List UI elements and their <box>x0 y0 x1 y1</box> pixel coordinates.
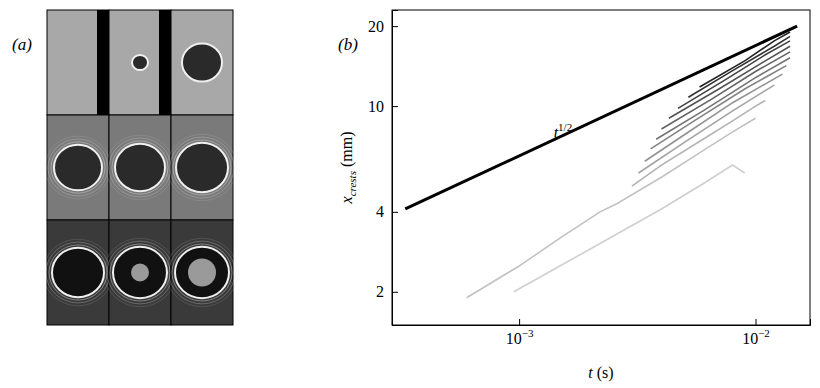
image-cell <box>171 10 233 115</box>
image-panel <box>43 10 238 325</box>
tick-label: 10−3 <box>506 327 534 347</box>
figure: (a)(b)10−310−2241020t (s)xcrests (mm)t1/… <box>0 0 820 388</box>
wave-crest <box>51 142 105 193</box>
wave-crest <box>107 241 173 304</box>
tick-mark <box>392 26 398 27</box>
wave-crest <box>48 139 108 196</box>
reference-line <box>405 26 797 209</box>
tick-label-base: 10 <box>742 330 758 347</box>
image-frame <box>45 115 111 220</box>
tick-label-exponent: −3 <box>522 327 534 339</box>
image-cell <box>171 115 233 220</box>
wave-crest <box>49 245 107 300</box>
image-frame <box>171 10 233 115</box>
y-axis-title-unit: (mm) <box>338 132 356 172</box>
crater-ring <box>176 143 228 192</box>
image-cell <box>109 220 171 325</box>
tick-mark <box>392 292 398 293</box>
y-axis-title-var: x <box>338 196 355 204</box>
image-frame <box>166 220 238 325</box>
axis-line <box>393 11 399 326</box>
bubble <box>131 264 149 282</box>
y-axis: 2 4 10 20 <box>368 11 398 326</box>
wave-crest <box>45 136 111 199</box>
image-frame <box>104 220 176 325</box>
wave-crest <box>106 135 174 200</box>
image-cell <box>47 220 109 325</box>
wave-crest <box>46 242 110 303</box>
plot-area <box>405 26 797 298</box>
crater-ring <box>175 247 229 298</box>
wave-crest <box>172 244 232 301</box>
image-cell <box>109 115 171 220</box>
tick-mark <box>392 212 398 213</box>
wave-crest <box>112 141 168 194</box>
tick-mark <box>392 106 398 107</box>
image-frame <box>106 115 174 220</box>
tick-label-base: 10 <box>506 330 522 347</box>
tick-label: 20 <box>368 18 384 35</box>
frame-strip <box>97 10 109 115</box>
wave-crest <box>110 244 170 301</box>
annotation-exponent: 1/2 <box>558 121 572 133</box>
tick: 20 <box>368 18 398 35</box>
frame-strip <box>159 10 171 115</box>
crater-ring <box>132 55 148 70</box>
crater-ring <box>52 248 104 297</box>
crater-ring <box>54 145 102 191</box>
tick-label-exponent: −2 <box>758 327 770 339</box>
crest-line <box>678 41 790 109</box>
image-cell <box>47 10 109 115</box>
crater-ring <box>115 144 165 192</box>
image-cell <box>171 220 233 325</box>
wave-crest <box>109 138 171 197</box>
crest-line <box>656 58 790 140</box>
y-axis-title-sub: crests <box>346 171 358 196</box>
crest-line <box>514 165 745 292</box>
y-axis-title: xcrests (mm) <box>338 132 358 205</box>
panel-label: (a) <box>12 35 32 54</box>
tick: 2 <box>376 283 398 300</box>
crest-line <box>651 66 787 149</box>
crater-ring <box>182 44 222 82</box>
tick-mark <box>519 319 520 325</box>
annotation: t1/2 <box>554 121 573 141</box>
plot-frame <box>392 10 810 325</box>
panel-label: (b) <box>338 35 358 54</box>
wave-crest <box>104 238 176 306</box>
tick: 4 <box>376 203 398 220</box>
tick: 10−3 <box>506 319 534 347</box>
axis-line <box>393 319 811 326</box>
crest-line <box>661 52 790 129</box>
tick-label: 4 <box>376 203 384 220</box>
tick-label: 10 <box>368 98 384 115</box>
tick-label: 2 <box>376 283 384 300</box>
crest-line <box>700 32 790 87</box>
crest-line <box>688 36 790 97</box>
x-axis-title-unit: (s) <box>593 364 614 382</box>
crest-line <box>669 46 790 118</box>
image-frame <box>43 220 113 325</box>
wave-crest <box>173 140 231 195</box>
wave-crest <box>169 241 235 304</box>
wave-crest <box>43 239 113 306</box>
crest-line <box>467 118 756 297</box>
tick-mark <box>756 319 757 325</box>
tick: 10 <box>368 98 398 115</box>
image-frame <box>47 10 109 115</box>
tick: 10−2 <box>742 319 770 347</box>
crest-line <box>639 85 775 173</box>
image-frame <box>109 10 171 115</box>
crater-ring <box>113 247 167 298</box>
image-cell <box>109 10 171 115</box>
image-frame <box>167 115 237 220</box>
wave-crest <box>167 134 237 201</box>
x-axis: 10−310−2 <box>393 319 811 347</box>
tick-label: 10−2 <box>742 327 770 347</box>
wave-crest <box>166 238 238 306</box>
x-axis-title: t (s) <box>588 364 613 382</box>
bubble <box>188 259 216 287</box>
image-cell <box>47 115 109 220</box>
wave-crest <box>170 137 234 198</box>
